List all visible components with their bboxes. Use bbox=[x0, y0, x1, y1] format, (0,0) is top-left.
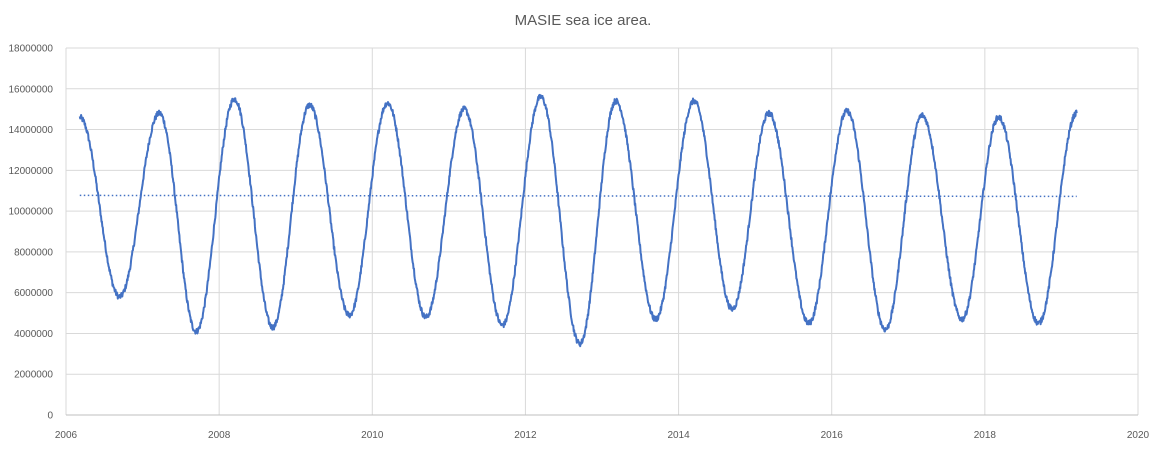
y-tick-label: 16000000 bbox=[9, 84, 54, 95]
y-tick-label: 14000000 bbox=[9, 125, 54, 136]
x-tick-label: 2008 bbox=[208, 430, 231, 441]
y-tick-label: 10000000 bbox=[9, 207, 54, 218]
x-tick-label: 2012 bbox=[514, 430, 537, 441]
y-tick-label: 4000000 bbox=[14, 329, 53, 340]
x-tick-label: 2006 bbox=[55, 430, 78, 441]
x-tick-label: 2010 bbox=[361, 430, 384, 441]
y-tick-label: 2000000 bbox=[14, 370, 53, 381]
chart-title: MASIE sea ice area. bbox=[515, 12, 652, 29]
x-axis-tick-labels: 2006 2008 2010 2012 2014 2016 2018 2020 bbox=[55, 430, 1150, 441]
x-tick-label: 2020 bbox=[1127, 430, 1150, 441]
y-tick-label: 12000000 bbox=[9, 166, 54, 177]
y-tick-label: 8000000 bbox=[14, 247, 53, 258]
x-gridlines bbox=[65, 48, 1139, 416]
x-tick-label: 2018 bbox=[974, 430, 997, 441]
y-tick-label: 6000000 bbox=[14, 288, 53, 299]
y-axis-tick-labels: 0 2000000 4000000 6000000 8000000 10000000 120… bbox=[9, 44, 54, 422]
y-tick-label: 18000000 bbox=[9, 44, 54, 55]
x-tick-label: 2014 bbox=[667, 430, 690, 441]
series-layer bbox=[78, 93, 1078, 348]
y-gridlines bbox=[66, 47, 1138, 416]
x-tick-label: 2016 bbox=[821, 430, 844, 441]
sea-ice-area-line bbox=[78, 93, 1078, 348]
y-tick-label: 0 bbox=[47, 411, 53, 422]
